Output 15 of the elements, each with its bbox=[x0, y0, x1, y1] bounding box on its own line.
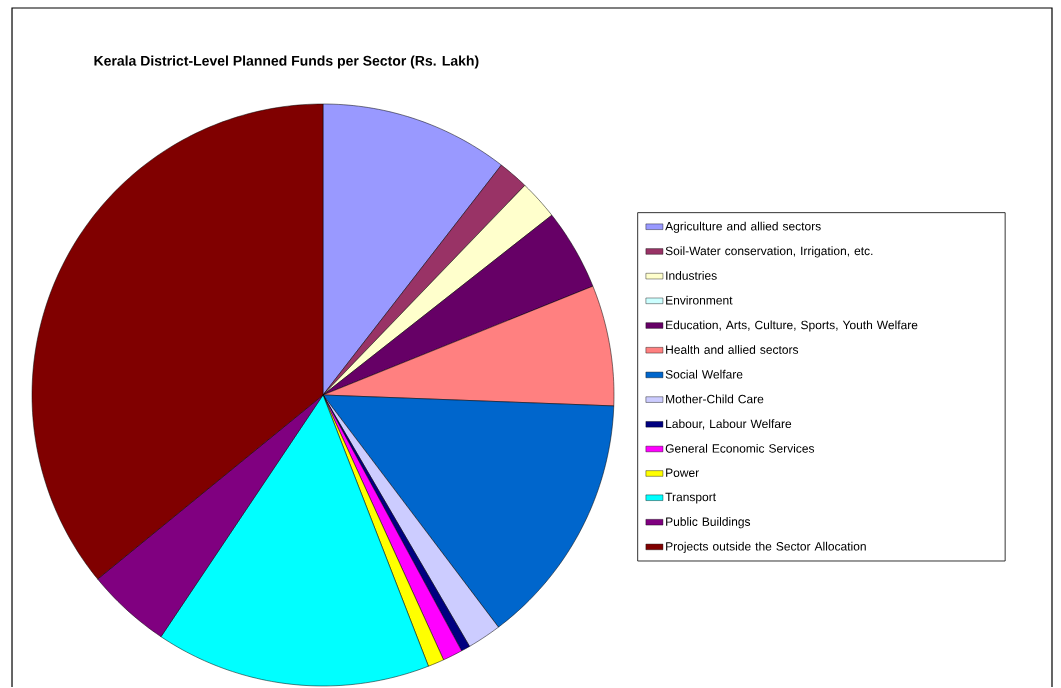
legend-label: Public Buildings bbox=[666, 517, 751, 529]
legend-label: Agriculture and allied sectors bbox=[665, 221, 821, 233]
legend-label: Labour, Labour Welfare bbox=[666, 419, 792, 430]
legend-label: General Economic Services bbox=[665, 443, 815, 453]
legend-label: Health and allied sectors bbox=[666, 345, 799, 354]
legend-label: Mother-Child Care bbox=[666, 394, 764, 404]
legend-label: Soil-Water conservation, Irrigation, etc. bbox=[665, 246, 873, 258]
legend-label: Transport bbox=[665, 492, 716, 504]
legend-label: Power bbox=[666, 468, 699, 477]
chart-title: Kerala District-Level Planned Funds per Sector (Rs. Lakh) bbox=[94, 55, 479, 69]
legend-label: Projects outside the Sector Allocation bbox=[666, 541, 866, 553]
legend-label: Industries bbox=[666, 271, 717, 280]
legend-label: Social Welfare bbox=[665, 369, 743, 379]
legend-label: Education, Arts, Culture, Sports, Youth Welfare bbox=[666, 320, 918, 332]
legend-label: Environment bbox=[666, 295, 733, 305]
